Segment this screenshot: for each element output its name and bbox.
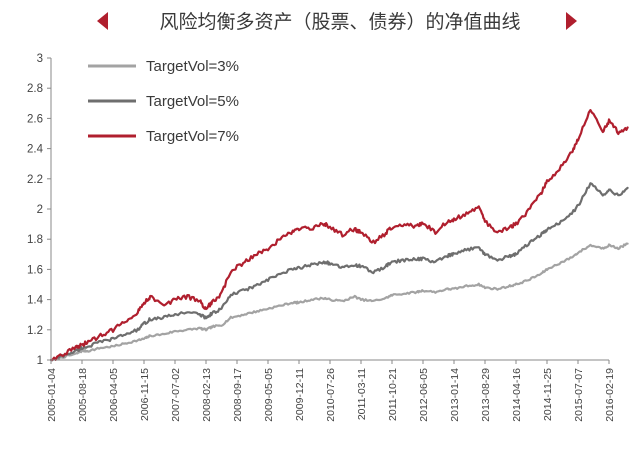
y-tick-label: 2.6: [27, 113, 43, 125]
x-tick-label: 2007-07-02: [170, 368, 182, 422]
x-tick-label: 2014-11-25: [542, 368, 554, 421]
x-tick-label: 2008-09-17: [232, 368, 244, 422]
x-tick-label: 2008-02-13: [201, 368, 213, 422]
y-tick-label: 1.6: [27, 264, 43, 276]
title-left-arrow-icon: [97, 12, 108, 30]
x-tick-label: 2013-01-14: [449, 368, 461, 422]
plot-area: [49, 109, 629, 362]
legend-label-3: TargetVol=7%: [146, 128, 239, 145]
series-line-1: [49, 242, 629, 362]
y-tick-label: 2: [37, 204, 43, 216]
chart-title-group: 风险均衡多资产（股票、债券）的净值曲线: [97, 11, 577, 33]
x-tick-label: 2009-05-05: [263, 368, 275, 422]
series-line-3: [49, 109, 629, 362]
x-tick-label: 2009-12-11: [294, 368, 306, 421]
legend-label-1: TargetVol=3%: [146, 58, 239, 75]
legend: TargetVol=3% TargetVol=5% TargetVol=7%: [88, 58, 239, 145]
y-tick-label: 1: [37, 355, 43, 367]
x-tick-label: 2010-07-26: [325, 368, 337, 422]
chart-title: 风险均衡多资产（股票、债券）的净值曲线: [159, 11, 520, 33]
x-tick-label: 2011-10-21: [387, 368, 399, 421]
x-tick-label: 2005-01-04: [46, 368, 58, 422]
y-tick-label: 2.8: [27, 83, 43, 95]
x-tick-label: 2006-11-15: [139, 368, 151, 421]
series-line-2: [49, 182, 629, 362]
x-tick-label: 2005-08-18: [77, 368, 89, 422]
x-tick-label: 2011-03-11: [356, 368, 368, 420]
x-tick-label: 2006-04-05: [108, 368, 120, 422]
y-tick-label: 3: [37, 53, 43, 65]
x-tick-label: 2016-02-19: [604, 368, 616, 422]
y-tick-label: 2.2: [27, 174, 43, 186]
x-tick-label: 2014-04-16: [511, 368, 523, 422]
legend-label-2: TargetVol=5%: [146, 93, 239, 110]
x-tick-label: 2015-07-07: [573, 368, 585, 422]
y-tick-label: 2.4: [27, 144, 44, 156]
axes: 1 1.2 1.4 1.6 1.8 2 2.2 2.4 2.6 2.8 3 2005-01-04 200…: [27, 53, 616, 422]
title-right-arrow-icon: [566, 12, 577, 30]
x-tick-label: 2013-08-29: [480, 368, 492, 422]
y-tick-label: 1.2: [27, 325, 43, 337]
y-tick-label: 1.8: [27, 234, 43, 246]
y-tick-label: 1.4: [27, 295, 44, 307]
x-tick-label: 2012-06-05: [418, 368, 430, 422]
